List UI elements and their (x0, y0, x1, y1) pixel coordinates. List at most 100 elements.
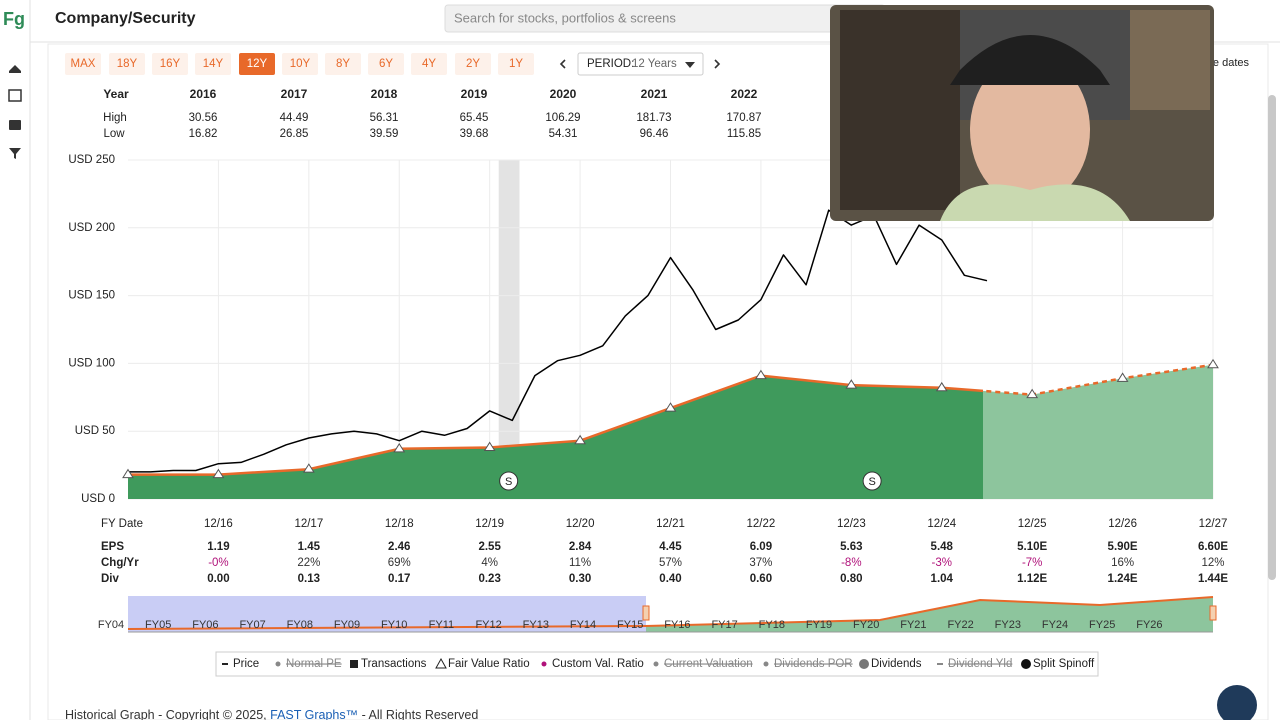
footer: Historical Graph - Copyright © 2025, FAS… (65, 708, 478, 720)
home-icon[interactable] (9, 65, 21, 73)
filter-icon[interactable] (9, 148, 21, 159)
legend-label[interactable]: Dividend Yld (948, 658, 1012, 670)
scrollbar[interactable] (1268, 95, 1276, 580)
dropdown-arrow[interactable] (685, 62, 695, 68)
x-tick-label: 12/19 (475, 518, 504, 530)
period-value[interactable]: 12 Years (632, 58, 677, 70)
legend-label[interactable]: Normal PE (286, 658, 342, 670)
fy-cell: 5.48 (931, 541, 954, 553)
range-button[interactable] (411, 53, 447, 75)
range-button[interactable] (455, 53, 491, 75)
prev-arrow[interactable] (559, 59, 566, 69)
fy-cell: 2.55 (478, 541, 501, 553)
range-button-label[interactable]: 1Y (509, 58, 523, 70)
legend-label[interactable]: Custom Val. Ratio (552, 658, 644, 670)
fy-cell: 11% (569, 557, 591, 569)
year-cell: 2021 (641, 87, 668, 101)
fy-row-label: Chg/Yr (101, 557, 139, 569)
portfolio-icon[interactable] (9, 120, 21, 130)
high-cell: 170.87 (726, 112, 761, 124)
split-label: S (868, 476, 875, 488)
fy-cell: 16% (1111, 557, 1134, 569)
legend-label[interactable]: Price (233, 658, 259, 670)
low-cell: 96.46 (640, 128, 669, 140)
legend-label[interactable]: Transactions (361, 658, 427, 670)
range-button-label[interactable]: 18Y (117, 58, 138, 70)
legend-label[interactable]: Split Spinoff (1033, 658, 1095, 670)
range-button-label[interactable]: 6Y (379, 58, 393, 70)
x-tick-label: 12/20 (566, 518, 595, 530)
fair-value-marker (1207, 358, 1219, 369)
range-button[interactable] (239, 53, 275, 75)
range-button[interactable] (498, 53, 534, 75)
navigator-label: FY25 (1089, 619, 1115, 631)
y-tick-label: USD 50 (75, 425, 115, 437)
video-overlay[interactable] (830, 5, 1214, 221)
fair-value-area-estimate (983, 364, 1213, 499)
navigator-label: FY19 (806, 619, 832, 631)
navigator-handle[interactable] (1209, 605, 1217, 621)
navigator-label: FY26 (1136, 619, 1162, 631)
range-button-label[interactable]: 14Y (203, 58, 224, 70)
period-select[interactable] (577, 52, 704, 76)
fair-value-marker (1026, 388, 1039, 399)
navigator-label: FY11 (429, 619, 454, 631)
high-cell: 44.49 (280, 112, 309, 124)
navigator-label: FY07 (239, 619, 265, 631)
range-button[interactable] (325, 53, 361, 75)
fy-cell: -7% (1022, 557, 1042, 569)
fair-value-marker (664, 402, 677, 412)
range-button[interactable] (282, 53, 318, 75)
fair-value-marker (574, 434, 586, 445)
legend-label[interactable]: Dividends POR (774, 658, 853, 670)
shaded-range (498, 160, 520, 499)
navigator-label: FY14 (570, 619, 596, 631)
range-button[interactable] (65, 53, 101, 75)
navigator-label: FY23 (995, 619, 1021, 631)
period-label[interactable]: PERIOD: (587, 58, 634, 70)
range-button[interactable] (195, 53, 231, 75)
footer-text: Historical Graph - Copyright © 2025, (65, 708, 270, 720)
navigator-label: FY10 (381, 619, 407, 631)
fy-cell: 22% (297, 557, 320, 569)
range-button-label[interactable]: MAX (71, 58, 96, 70)
search-placeholder[interactable]: Search for stocks, portfolios & screens (454, 10, 676, 25)
range-button-label[interactable]: 2Y (466, 58, 480, 70)
fy-cell: 0.80 (840, 573, 862, 585)
fy-cell: 1.44E (1198, 573, 1228, 585)
fy-cell: 5.90E (1108, 541, 1138, 553)
video-bookshelf (840, 10, 960, 210)
range-button[interactable] (368, 53, 404, 75)
legend-label[interactable]: Current Valuation (664, 658, 753, 670)
partial-link[interactable]: e dates (1213, 57, 1250, 69)
fair-value-marker (755, 369, 767, 380)
next-arrow[interactable] (714, 59, 721, 69)
fy-cell: 57% (659, 557, 682, 569)
range-button[interactable] (109, 53, 145, 75)
fy-cell: 1.12E (1017, 573, 1047, 585)
split-marker (862, 471, 882, 491)
range-button-label[interactable]: 16Y (160, 58, 181, 70)
legend-label[interactable]: Fair Value Ratio (448, 658, 530, 670)
fy-cell: 1.19 (207, 541, 229, 553)
range-button-label[interactable]: 8Y (336, 58, 350, 70)
row-label: High (103, 112, 127, 124)
legend-marker (435, 657, 447, 669)
fy-row-label: EPS (101, 541, 124, 553)
fy-cell: -3% (932, 557, 952, 569)
range-button-label[interactable]: 4Y (422, 58, 436, 70)
navigator-label: FY05 (145, 619, 171, 631)
range-button[interactable] (152, 53, 188, 75)
navigator-label: FY24 (1042, 619, 1068, 631)
year-cell: 2018 (371, 87, 398, 101)
navigator-handle[interactable] (642, 605, 650, 621)
split-marker (499, 471, 519, 491)
range-button-label[interactable]: 10Y (290, 58, 311, 70)
range-button-label[interactable]: 12Y (247, 58, 268, 70)
chart-icon[interactable] (8, 89, 22, 102)
legend-label[interactable]: Dividends (871, 658, 922, 670)
chat-button[interactable] (1217, 685, 1257, 720)
footer-link[interactable]: FAST Graphs™ (270, 708, 358, 720)
logo[interactable]: Fg (3, 9, 25, 29)
